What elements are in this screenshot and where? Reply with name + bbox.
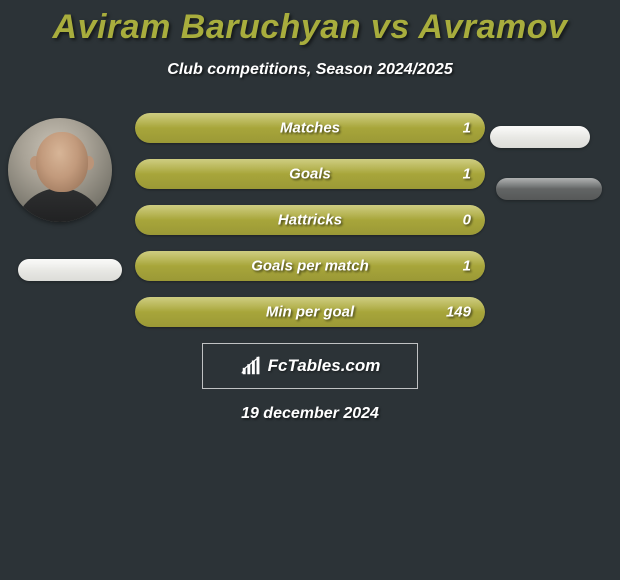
stat-label: Hattricks: [278, 212, 342, 229]
source-logo-text: FcTables.com: [268, 356, 381, 376]
side-lozenge: [490, 126, 590, 148]
stat-label: Min per goal: [266, 304, 354, 321]
bar-chart-icon: [240, 355, 262, 377]
stat-value-right: 1: [463, 120, 471, 137]
page-title: Aviram Baruchyan vs Avramov: [0, 8, 620, 47]
stat-value-right: 1: [463, 166, 471, 183]
stat-value-right: 1: [463, 258, 471, 275]
source-logo: FcTables.com: [202, 343, 418, 389]
footer-date: 19 december 2024: [0, 405, 620, 423]
stat-row: Min per goal 149: [135, 297, 485, 327]
side-lozenge: [18, 259, 122, 281]
stat-row: Goals 1: [135, 159, 485, 189]
stat-row: Matches 1: [135, 113, 485, 143]
stat-value-right: 0: [463, 212, 471, 229]
stat-row: Hattricks 0: [135, 205, 485, 235]
side-lozenge: [496, 178, 602, 200]
stat-label: Goals: [289, 166, 331, 183]
stat-row: Goals per match 1: [135, 251, 485, 281]
stat-value-right: 149: [446, 304, 471, 321]
stat-label: Matches: [280, 120, 340, 137]
stat-label: Goals per match: [251, 258, 369, 275]
stats-infographic: Aviram Baruchyan vs Avramov Club competi…: [0, 0, 620, 580]
page-subtitle: Club competitions, Season 2024/2025: [0, 61, 620, 79]
